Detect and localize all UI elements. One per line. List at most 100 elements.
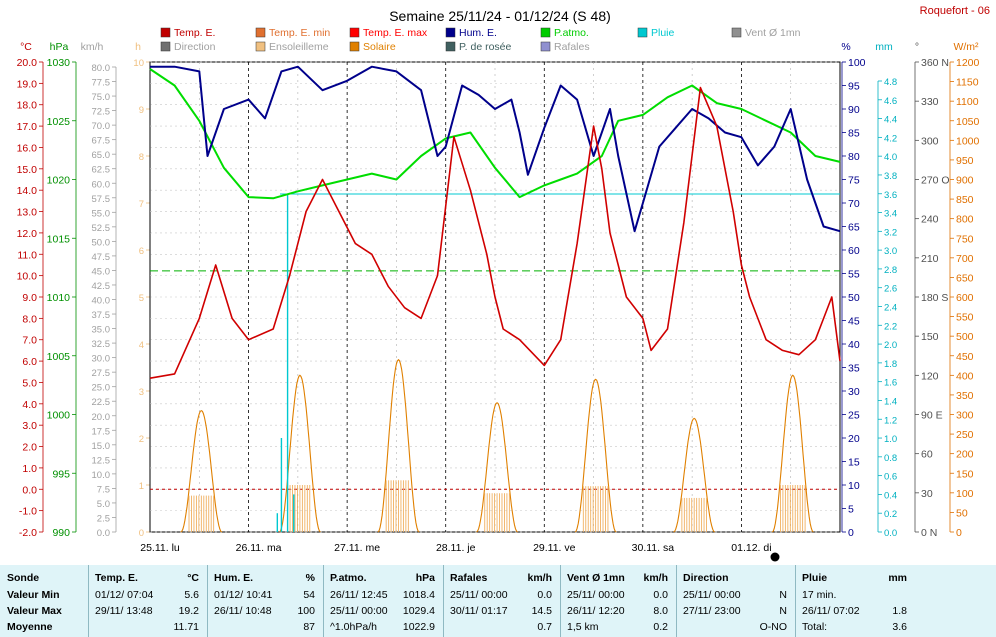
tick-label-dir: 210	[921, 253, 939, 265]
tick-label-press: 1030	[47, 57, 71, 69]
tick-label-wind: 12.5	[92, 455, 111, 466]
tick-label-wind: 80.0	[92, 63, 111, 74]
tick-label-rain: 1.6	[884, 378, 897, 389]
tick-label-sun: 5	[139, 293, 144, 304]
day-label: 27.11. me	[334, 542, 380, 554]
tick-label-hum: 80	[848, 151, 860, 163]
tick-label-wind: 45.0	[92, 266, 111, 277]
stats-value: 8.0	[653, 605, 668, 617]
tick-label-hum: 20	[848, 433, 860, 445]
stats-header: Temp. E.	[95, 572, 138, 584]
tick-label-rain: 4.8	[884, 77, 897, 88]
legend-swatch	[349, 41, 360, 52]
legend-swatch	[540, 41, 551, 52]
stats-timestamp: 30/11/ 01:17	[450, 605, 508, 617]
stats-value: 1029.4	[402, 605, 435, 617]
tick-label-rain: 3.2	[884, 227, 897, 238]
tick-label-wind: 40.0	[92, 296, 111, 307]
axes: 20.019.018.017.016.015.014.013.012.011.0…	[17, 41, 980, 539]
tick-label-wind: 67.5	[92, 136, 111, 147]
stats-unit: °C	[187, 572, 199, 584]
stats-divider	[88, 565, 89, 637]
tick-label-rain: 4.6	[884, 96, 897, 107]
tick-label-sun: 7	[139, 199, 144, 210]
stats-timestamp: 01/12/ 10:41	[214, 589, 273, 601]
tick-label-hum: 90	[848, 104, 860, 116]
tick-label-rain: 3.4	[884, 209, 897, 220]
tick-label-temp: 10.0	[17, 271, 38, 283]
stats-timestamp: 27/11/ 23:00	[683, 605, 741, 617]
stats-value: 1018.4	[402, 589, 435, 601]
stats-header: Vent Ø 1mn	[567, 572, 625, 584]
tick-label-press: 1020	[47, 175, 71, 187]
tick-label-press: 1010	[47, 292, 71, 304]
tick-label-temp: 18.0	[17, 100, 38, 112]
tick-label-solar: 1200	[956, 57, 980, 69]
tick-label-hum: 30	[848, 386, 860, 398]
legend-label: Temp. E. max	[363, 27, 428, 39]
tick-label-rain: 0.6	[884, 472, 897, 483]
tick-label-solar: 1000	[956, 135, 980, 147]
stats-header: Sonde	[7, 572, 40, 584]
tick-label-solar: 1150	[956, 77, 979, 89]
legend-label: Ensoleilleme	[269, 41, 329, 53]
tick-label-hum: 65	[848, 222, 860, 234]
tick-label-temp: -1.0	[19, 506, 37, 518]
stats-timestamp: 17 min.	[802, 589, 837, 601]
tick-label-rain: 2.8	[884, 265, 897, 276]
day-label: 01.12. di	[731, 542, 771, 554]
moon-phase-icon	[770, 552, 780, 562]
stats-value: 5.6	[184, 589, 199, 601]
tick-label-rain: 4.0	[884, 152, 897, 163]
stats-timestamp: 25/11/ 00:00	[683, 589, 741, 601]
tick-label-press: 1000	[47, 410, 71, 422]
stats-unit: km/h	[527, 572, 552, 584]
legend-label: Pluie	[651, 27, 675, 39]
tick-label-hum: 45	[848, 316, 860, 328]
stats-header: Direction	[683, 572, 729, 584]
tick-label-temp: 2.0	[22, 442, 37, 454]
tick-label-press: 995	[52, 468, 70, 480]
tick-label-solar: 150	[956, 468, 974, 480]
stats-unit: mm	[888, 572, 907, 584]
tick-label-press: 1015	[47, 233, 71, 245]
stats-timestamp: 01/12/ 07:04	[95, 589, 154, 601]
tick-label-hum: 100	[848, 57, 866, 69]
stats-timestamp: 29/11/ 13:48	[95, 605, 153, 617]
tick-label-temp: 7.0	[22, 335, 37, 347]
tick-label-solar: 800	[956, 214, 974, 226]
tick-label-solar: 750	[956, 233, 974, 245]
stats-value: 11.71	[173, 621, 200, 633]
stats-unit: %	[305, 572, 315, 584]
tick-label-rain: 3.8	[884, 171, 897, 182]
tick-label-solar: 600	[956, 292, 974, 304]
tick-label-dir: 30	[921, 488, 933, 500]
tick-label-hum: 85	[848, 128, 860, 140]
stats-value: 0.0	[653, 589, 668, 601]
stats-unit: km/h	[643, 572, 668, 584]
stats-value: 14.5	[531, 605, 552, 617]
stats-timestamp: Total:	[802, 621, 828, 633]
stats-value: 87	[303, 621, 315, 633]
tick-label-rain: 3.0	[884, 246, 897, 257]
legend-swatch	[160, 27, 171, 38]
tick-label-rain: 1.2	[884, 415, 897, 426]
tick-label-dir: 0 N	[921, 527, 937, 539]
tick-label-rain: 0.0	[884, 528, 897, 539]
tick-label-wind: 75.0	[92, 92, 111, 103]
stats-row-label: Valeur Max	[7, 605, 62, 617]
tick-label-temp: 4.0	[22, 399, 37, 411]
tick-label-hum: 10	[848, 480, 860, 492]
axis-unit-temp: °C	[20, 41, 32, 53]
stats-value: 0.7	[537, 621, 552, 633]
stats-value: 100	[297, 605, 315, 617]
solar-curve	[279, 374, 321, 533]
tick-label-hum: 95	[848, 81, 860, 93]
tick-label-wind: 22.5	[92, 397, 111, 408]
tick-label-wind: 25.0	[92, 383, 111, 394]
stats-header: Rafales	[450, 572, 488, 584]
tick-label-temp: 9.0	[22, 292, 37, 304]
tick-label-wind: 17.5	[92, 426, 111, 437]
tick-label-wind: 0.0	[97, 528, 110, 539]
tick-label-wind: 32.5	[92, 339, 111, 350]
